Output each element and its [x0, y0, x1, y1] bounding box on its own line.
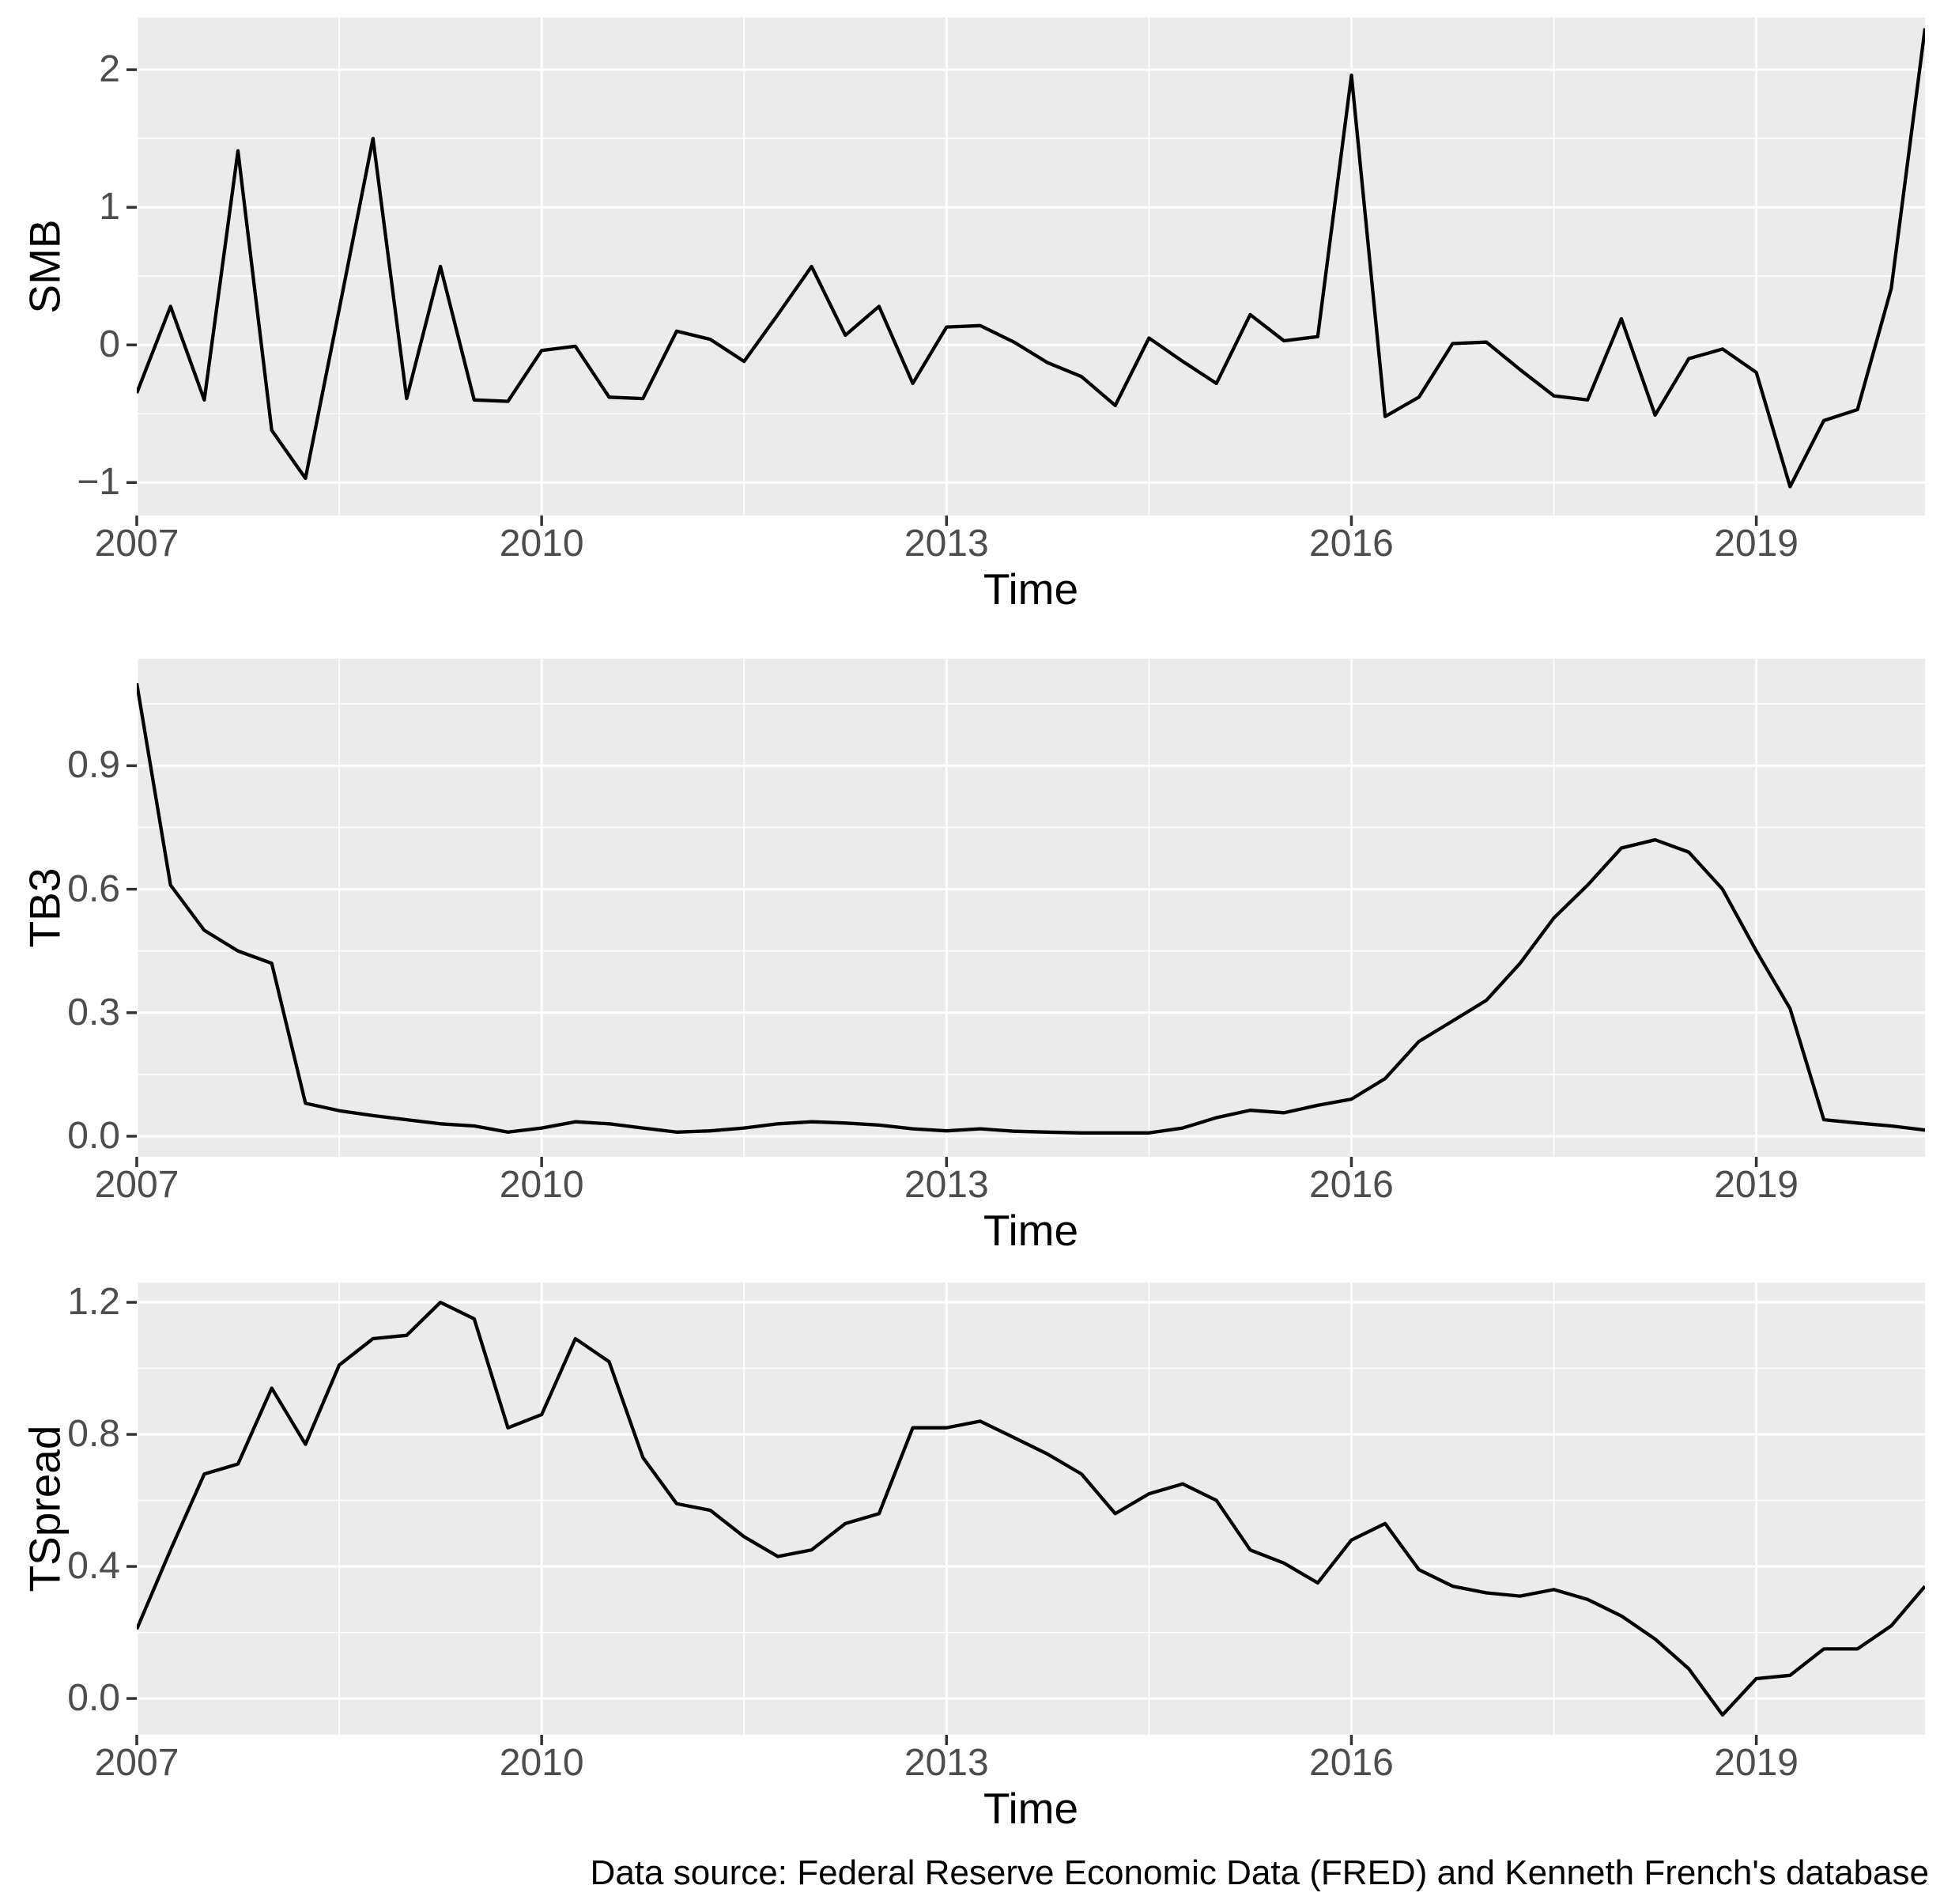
- y-tick-label: 1.2: [67, 1281, 120, 1324]
- x-tick-label: 2019: [1714, 523, 1799, 565]
- y-tick-label: 0: [99, 323, 120, 366]
- data-source-caption: Data source: Federal Reserve Economic Da…: [590, 1853, 1929, 1892]
- panel-TB3: [126, 659, 1925, 1167]
- x-tick-label: 2007: [94, 1164, 179, 1206]
- y-tick-label: −1: [77, 461, 120, 504]
- x-tick-label: 2007: [94, 523, 179, 565]
- y-tick-label: 2: [99, 48, 120, 91]
- y-tick-label: 0.9: [67, 744, 120, 787]
- x-tick-label: 2013: [904, 1164, 989, 1206]
- series-line-TSpread: [137, 1300, 1925, 1717]
- series-line-TB3: [137, 682, 1925, 1135]
- y-axis-title-smb: SMB: [20, 219, 70, 314]
- y-tick-label: 0.0: [67, 1114, 120, 1157]
- series-line-SMB: [137, 28, 1925, 489]
- x-tick-label: 2016: [1309, 1742, 1394, 1784]
- y-tick-label: 0.0: [67, 1677, 120, 1720]
- y-tick-label: 0.3: [67, 991, 120, 1033]
- x-axis-title-time-panel-2: Time: [983, 1206, 1079, 1255]
- x-tick-label: 2010: [499, 1742, 584, 1784]
- panel-TSpread: [126, 1283, 1925, 1745]
- y-tick-label: 0.6: [67, 867, 120, 910]
- x-axis-title-time-panel-1: Time: [983, 565, 1079, 614]
- x-tick-label: 2019: [1714, 1742, 1799, 1784]
- y-tick-label: 0.4: [67, 1545, 120, 1588]
- y-tick-label: 0.8: [67, 1413, 120, 1456]
- x-tick-label: 2010: [499, 1164, 584, 1206]
- y-tick-label: 1: [99, 186, 120, 229]
- x-tick-label: 2007: [94, 1742, 179, 1784]
- x-axis-title-time-panel-3: Time: [983, 1784, 1079, 1833]
- panel-SMB: [126, 17, 1925, 526]
- x-tick-label: 2016: [1309, 1164, 1394, 1206]
- x-tick-label: 2016: [1309, 523, 1394, 565]
- x-tick-label: 2010: [499, 523, 584, 565]
- x-tick-label: 2013: [904, 523, 989, 565]
- x-tick-label: 2013: [904, 1742, 989, 1784]
- x-tick-label: 2019: [1714, 1164, 1799, 1206]
